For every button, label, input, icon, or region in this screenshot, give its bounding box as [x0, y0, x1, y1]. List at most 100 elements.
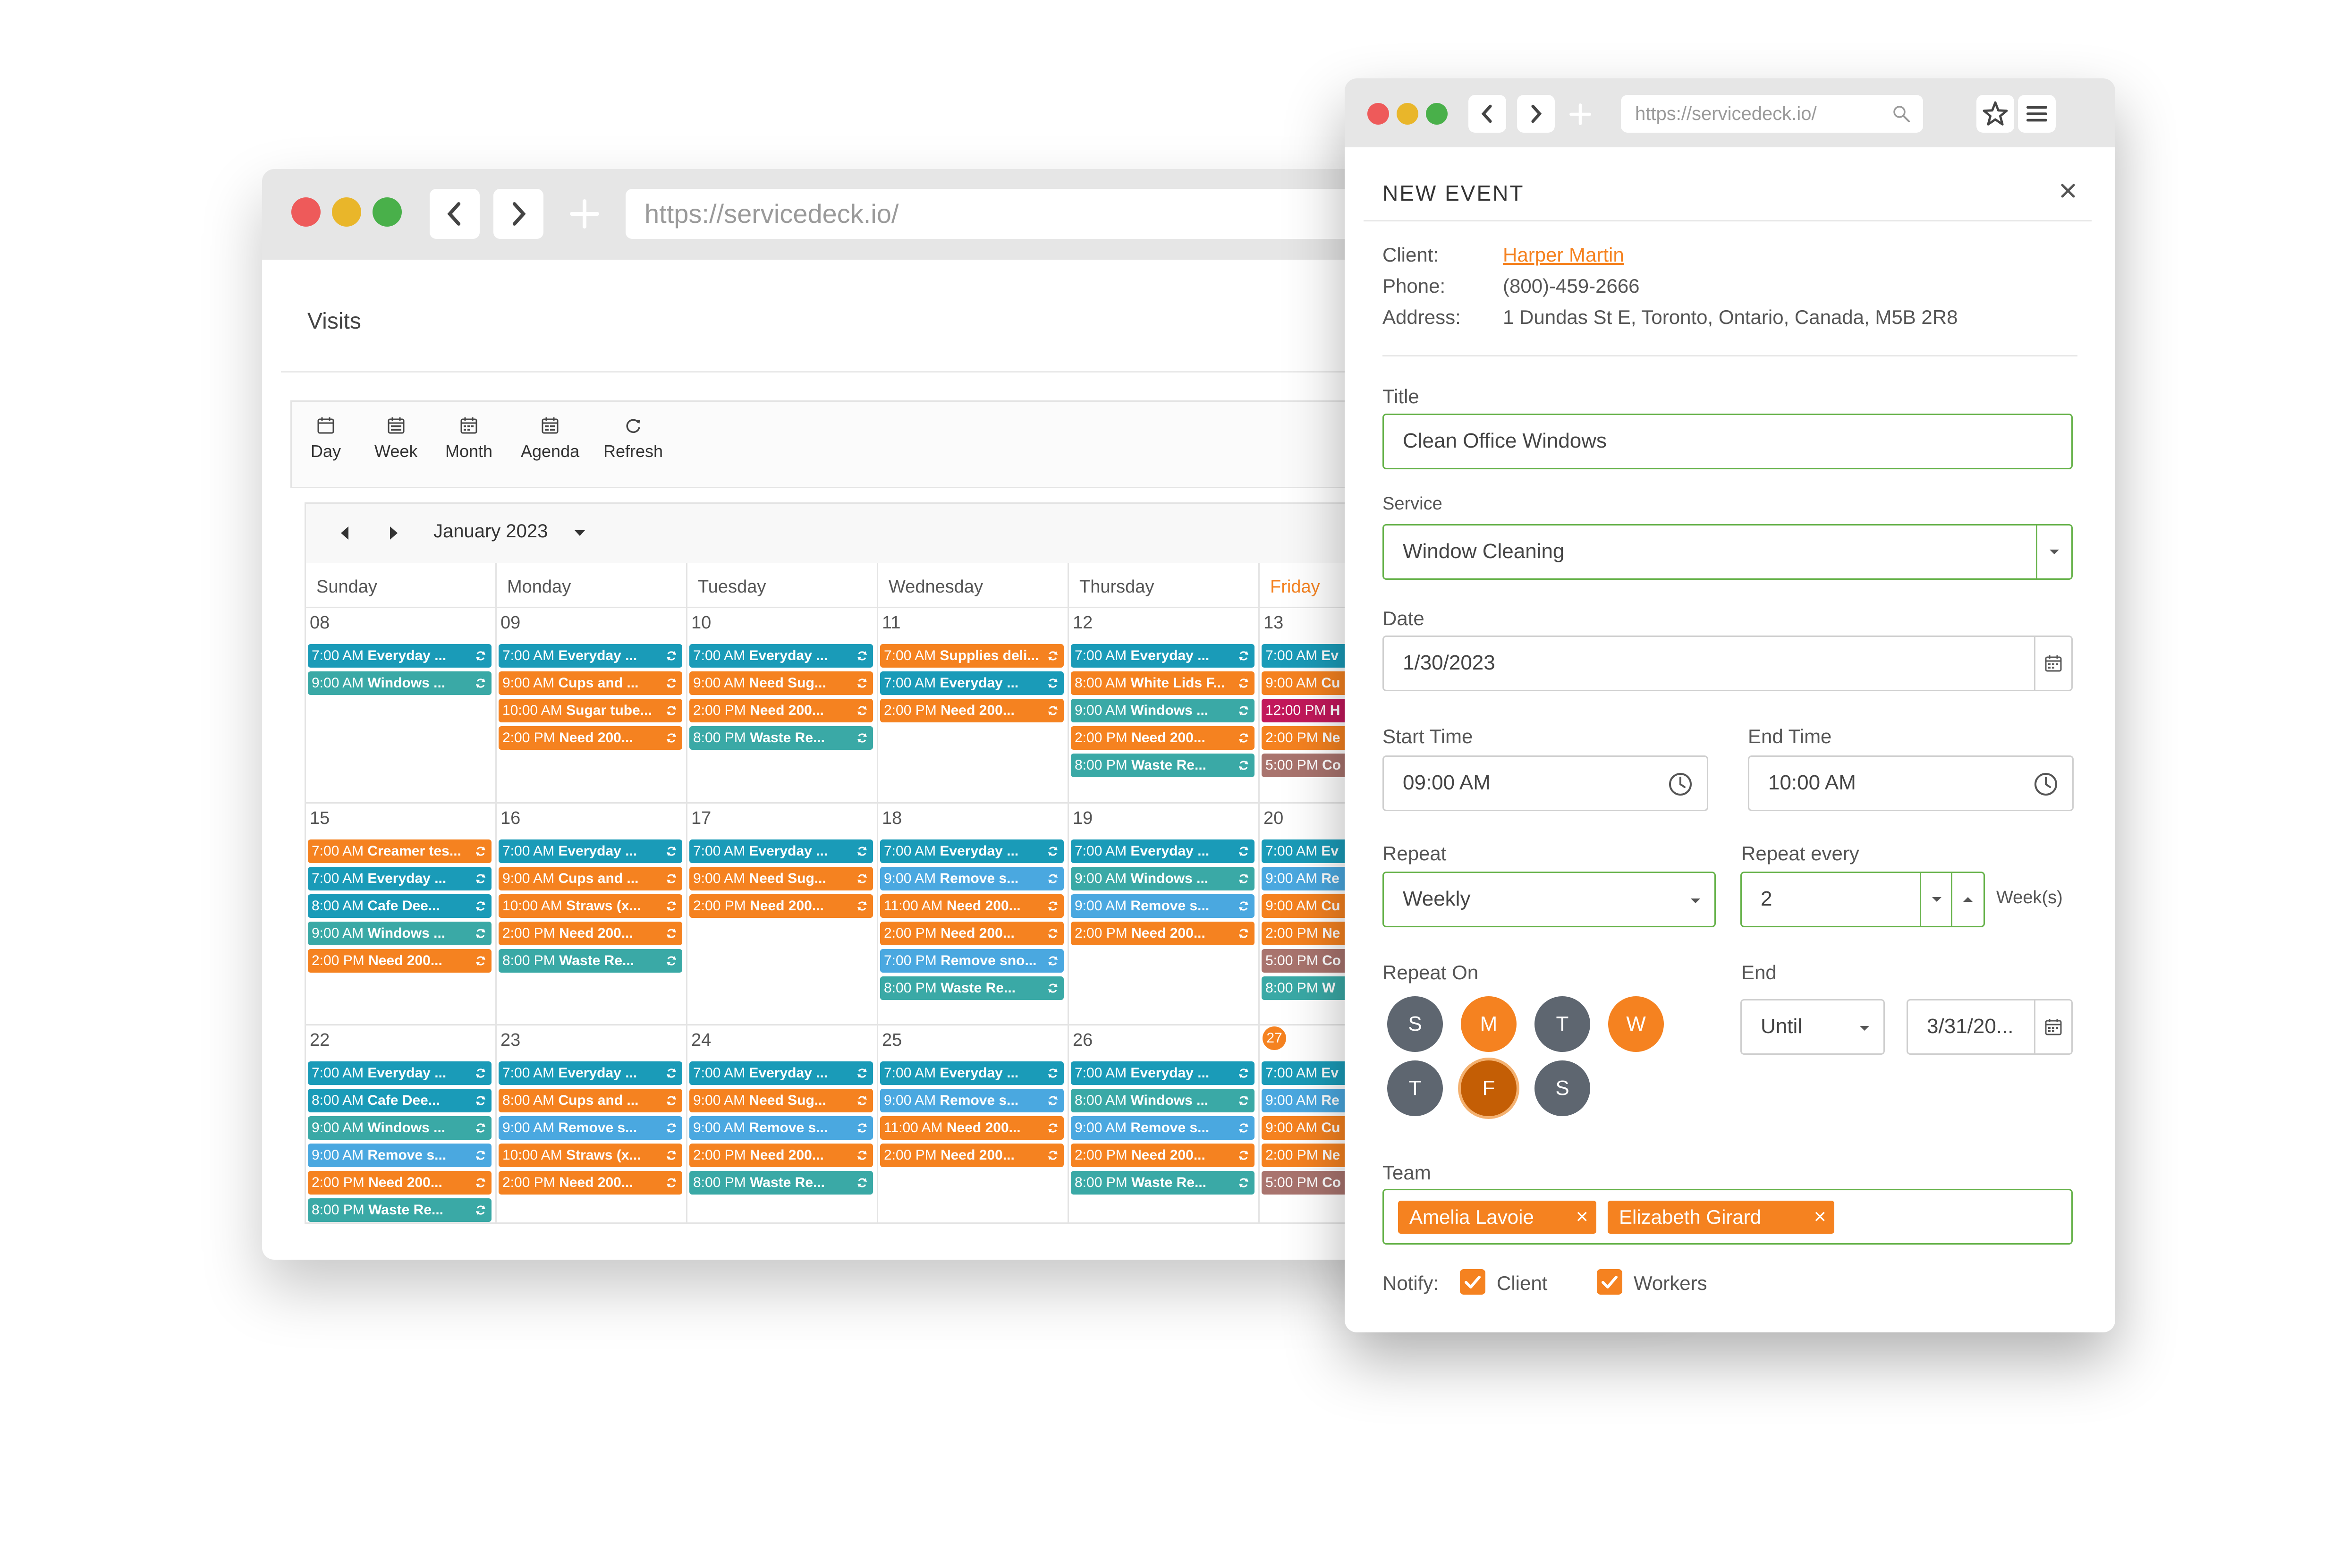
calendar-day-cell[interactable]: 16 7:00 AM Everyday ... 9:00 AM Cups and .… [497, 804, 687, 1026]
client-link[interactable]: Harper Martin [1503, 244, 1624, 266]
calendar-day-cell[interactable]: 09 7:00 AM Everyday ... 9:00 AM Cups and .… [497, 608, 687, 804]
repeat-every-stepper[interactable]: 2 [1740, 872, 1985, 927]
month-view-button[interactable]: Month [445, 416, 492, 461]
calendar-day-cell[interactable]: 19 7:00 AM Everyday ... 9:00 AM Windows ..… [1069, 804, 1260, 1026]
calendar-event[interactable]: 10:00 AM Sugar tube... [499, 699, 682, 722]
calendar-event[interactable]: 2:00 PM Need 200... [880, 1144, 1064, 1167]
repeat-select[interactable]: Weekly [1382, 872, 1716, 927]
calendar-event[interactable]: 2:00 PM Need 200... [308, 949, 492, 973]
calendar-event[interactable]: 9:00 AM Need Sug... [689, 867, 873, 890]
calendar-event[interactable]: 8:00 PM Waste Re... [1071, 754, 1255, 777]
refresh-button[interactable]: Refresh [603, 416, 663, 461]
calendar-event[interactable]: 9:00 AM Windows ... [308, 671, 492, 695]
calendar-event[interactable]: 7:00 AM Everyday ... [689, 1061, 873, 1085]
calendar-event[interactable]: 7:00 AM Everyday ... [1071, 1061, 1255, 1085]
calendar-day-cell[interactable]: 25 7:00 AM Everyday ... 9:00 AM Remove s..… [878, 1026, 1069, 1224]
back-button[interactable] [430, 189, 480, 239]
calendar-event[interactable]: 2:00 PM Need 200... [1071, 726, 1255, 750]
calendar-event[interactable]: 9:00 AM Remove s... [689, 1116, 873, 1140]
stepper-down[interactable] [1920, 873, 1952, 926]
calendar-event[interactable]: 10:00 AM Straws (x... [499, 894, 682, 918]
calendar-day-cell[interactable]: 15 7:00 AM Creamer tes... 7:00 AM Everyday… [306, 804, 497, 1026]
weekday-toggle[interactable]: T [1534, 996, 1590, 1052]
calendar-day-cell[interactable]: 22 7:00 AM Everyday ... 8:00 AM Cafe Dee..… [306, 1026, 497, 1224]
calendar-event[interactable]: 2:00 PM Need 200... [689, 1144, 873, 1167]
back-button[interactable] [1468, 95, 1506, 133]
close-dot[interactable] [291, 197, 321, 227]
clock-icon[interactable] [2034, 772, 2058, 797]
calendar-event[interactable]: 9:00 AM Remove s... [1071, 1116, 1255, 1140]
calendar-event[interactable]: 9:00 AM Remove s... [880, 867, 1064, 890]
maximize-dot[interactable] [1426, 103, 1448, 125]
new-tab-button[interactable] [1569, 103, 1592, 126]
calendar-event[interactable]: 7:00 AM Everyday ... [499, 644, 682, 668]
weekday-toggle[interactable]: S [1387, 996, 1443, 1052]
calendar-event[interactable]: 7:00 PM Remove sno... [880, 949, 1064, 973]
minimize-dot[interactable] [332, 197, 361, 227]
notify-client-checkbox[interactable] [1460, 1269, 1485, 1295]
calendar-event[interactable]: 8:00 PM Waste Re... [880, 976, 1064, 1000]
calendar-day-cell[interactable]: 17 7:00 AM Everyday ... 9:00 AM Need Sug..… [687, 804, 878, 1026]
calendar-event[interactable]: 7:00 AM Everyday ... [308, 867, 492, 890]
calendar-event[interactable]: 8:00 PM Waste Re... [689, 1171, 873, 1195]
remove-tag-icon[interactable]: ✕ [1813, 1208, 1827, 1226]
calendar-event[interactable]: 7:00 AM Everyday ... [689, 839, 873, 863]
end-date-picker-button[interactable] [2034, 1000, 2071, 1053]
calendar-event[interactable]: 7:00 AM Everyday ... [1071, 839, 1255, 863]
service-dropdown[interactable] [2036, 525, 2071, 578]
calendar-event[interactable]: 2:00 PM Need 200... [308, 1171, 492, 1195]
calendar-event[interactable]: 9:00 AM Windows ... [1071, 867, 1255, 890]
calendar-event[interactable]: 7:00 AM Everyday ... [689, 644, 873, 668]
calendar-event[interactable]: 7:00 AM Everyday ... [880, 671, 1064, 695]
calendar-event[interactable]: 2:00 PM Need 200... [689, 699, 873, 722]
calendar-day-cell[interactable]: 08 7:00 AM Everyday ... 9:00 AM Windows ..… [306, 608, 497, 804]
calendar-event[interactable]: 9:00 AM Cups and ... [499, 671, 682, 695]
calendar-event[interactable]: 8:00 AM Cups and ... [499, 1089, 682, 1112]
calendar-event[interactable]: 9:00 AM Windows ... [308, 1116, 492, 1140]
calendar-event[interactable]: 9:00 AM Remove s... [880, 1089, 1064, 1112]
calendar-event[interactable]: 9:00 AM Remove s... [499, 1116, 682, 1140]
search-icon[interactable] [1892, 104, 1911, 123]
calendar-event[interactable]: 8:00 AM Windows ... [1071, 1089, 1255, 1112]
calendar-event[interactable]: 9:00 AM Cups and ... [499, 867, 682, 890]
calendar-event[interactable]: 8:00 PM Waste Re... [1071, 1171, 1255, 1195]
chevron-down-icon[interactable] [573, 528, 587, 538]
calendar-day-cell[interactable]: 26 7:00 AM Everyday ... 8:00 AM Windows ..… [1069, 1026, 1260, 1224]
month-label[interactable]: January 2023 [433, 521, 548, 542]
calendar-day-cell[interactable]: 11 7:00 AM Supplies deli... 7:00 AM Everyd… [878, 608, 1069, 804]
client-name[interactable]: Harper Martin [1503, 244, 1624, 266]
calendar-event[interactable]: 2:00 PM Need 200... [880, 922, 1064, 945]
calendar-day-cell[interactable]: 18 7:00 AM Everyday ... 9:00 AM Remove s..… [878, 804, 1069, 1026]
forward-button[interactable] [493, 189, 543, 239]
calendar-day-cell[interactable]: 24 7:00 AM Everyday ... 9:00 AM Need Sug..… [687, 1026, 878, 1224]
start-time-input[interactable]: 09:00 AM [1382, 755, 1708, 811]
weekday-toggle[interactable]: T [1387, 1060, 1443, 1116]
calendar-event[interactable]: 7:00 AM Everyday ... [880, 839, 1064, 863]
url-bar[interactable]: https://servicedeck.io/ [1621, 95, 1923, 133]
calendar-event[interactable]: 9:00 AM Remove s... [1071, 894, 1255, 918]
minimize-dot[interactable] [1397, 103, 1418, 125]
bookmark-button[interactable] [1976, 95, 2014, 133]
calendar-event[interactable]: 2:00 PM Need 200... [499, 726, 682, 750]
date-input[interactable]: 1/30/2023 [1382, 636, 2073, 691]
calendar-event[interactable]: 7:00 AM Everyday ... [499, 839, 682, 863]
forward-button[interactable] [1517, 95, 1555, 133]
remove-tag-icon[interactable]: ✕ [1575, 1208, 1589, 1226]
calendar-event[interactable]: 2:00 PM Need 200... [689, 894, 873, 918]
team-input[interactable]: Amelia Lavoie ✕ Elizabeth Girard ✕ [1382, 1189, 2073, 1245]
calendar-event[interactable]: 8:00 PM Waste Re... [308, 1198, 492, 1222]
weekday-toggle[interactable]: W [1608, 996, 1664, 1052]
calendar-event[interactable]: 11:00 AM Need 200... [880, 1116, 1064, 1140]
calendar-event[interactable]: 2:00 PM Need 200... [499, 922, 682, 945]
calendar-event[interactable]: 7:00 AM Everyday ... [308, 1061, 492, 1085]
day-view-button[interactable]: Day [311, 416, 341, 461]
calendar-event[interactable]: 7:00 AM Everyday ... [1071, 644, 1255, 668]
weekday-toggle[interactable]: F [1461, 1060, 1517, 1116]
calendar-event[interactable]: 8:00 PM Waste Re... [689, 726, 873, 750]
calendar-event[interactable]: 10:00 AM Straws (x... [499, 1144, 682, 1167]
close-icon[interactable] [2059, 181, 2077, 200]
menu-button[interactable] [2018, 95, 2056, 133]
calendar-event[interactable]: 9:00 AM Need Sug... [689, 671, 873, 695]
calendar-event[interactable]: 7:00 AM Supplies deli... [880, 644, 1064, 668]
service-select[interactable]: Window Cleaning [1382, 524, 2073, 580]
